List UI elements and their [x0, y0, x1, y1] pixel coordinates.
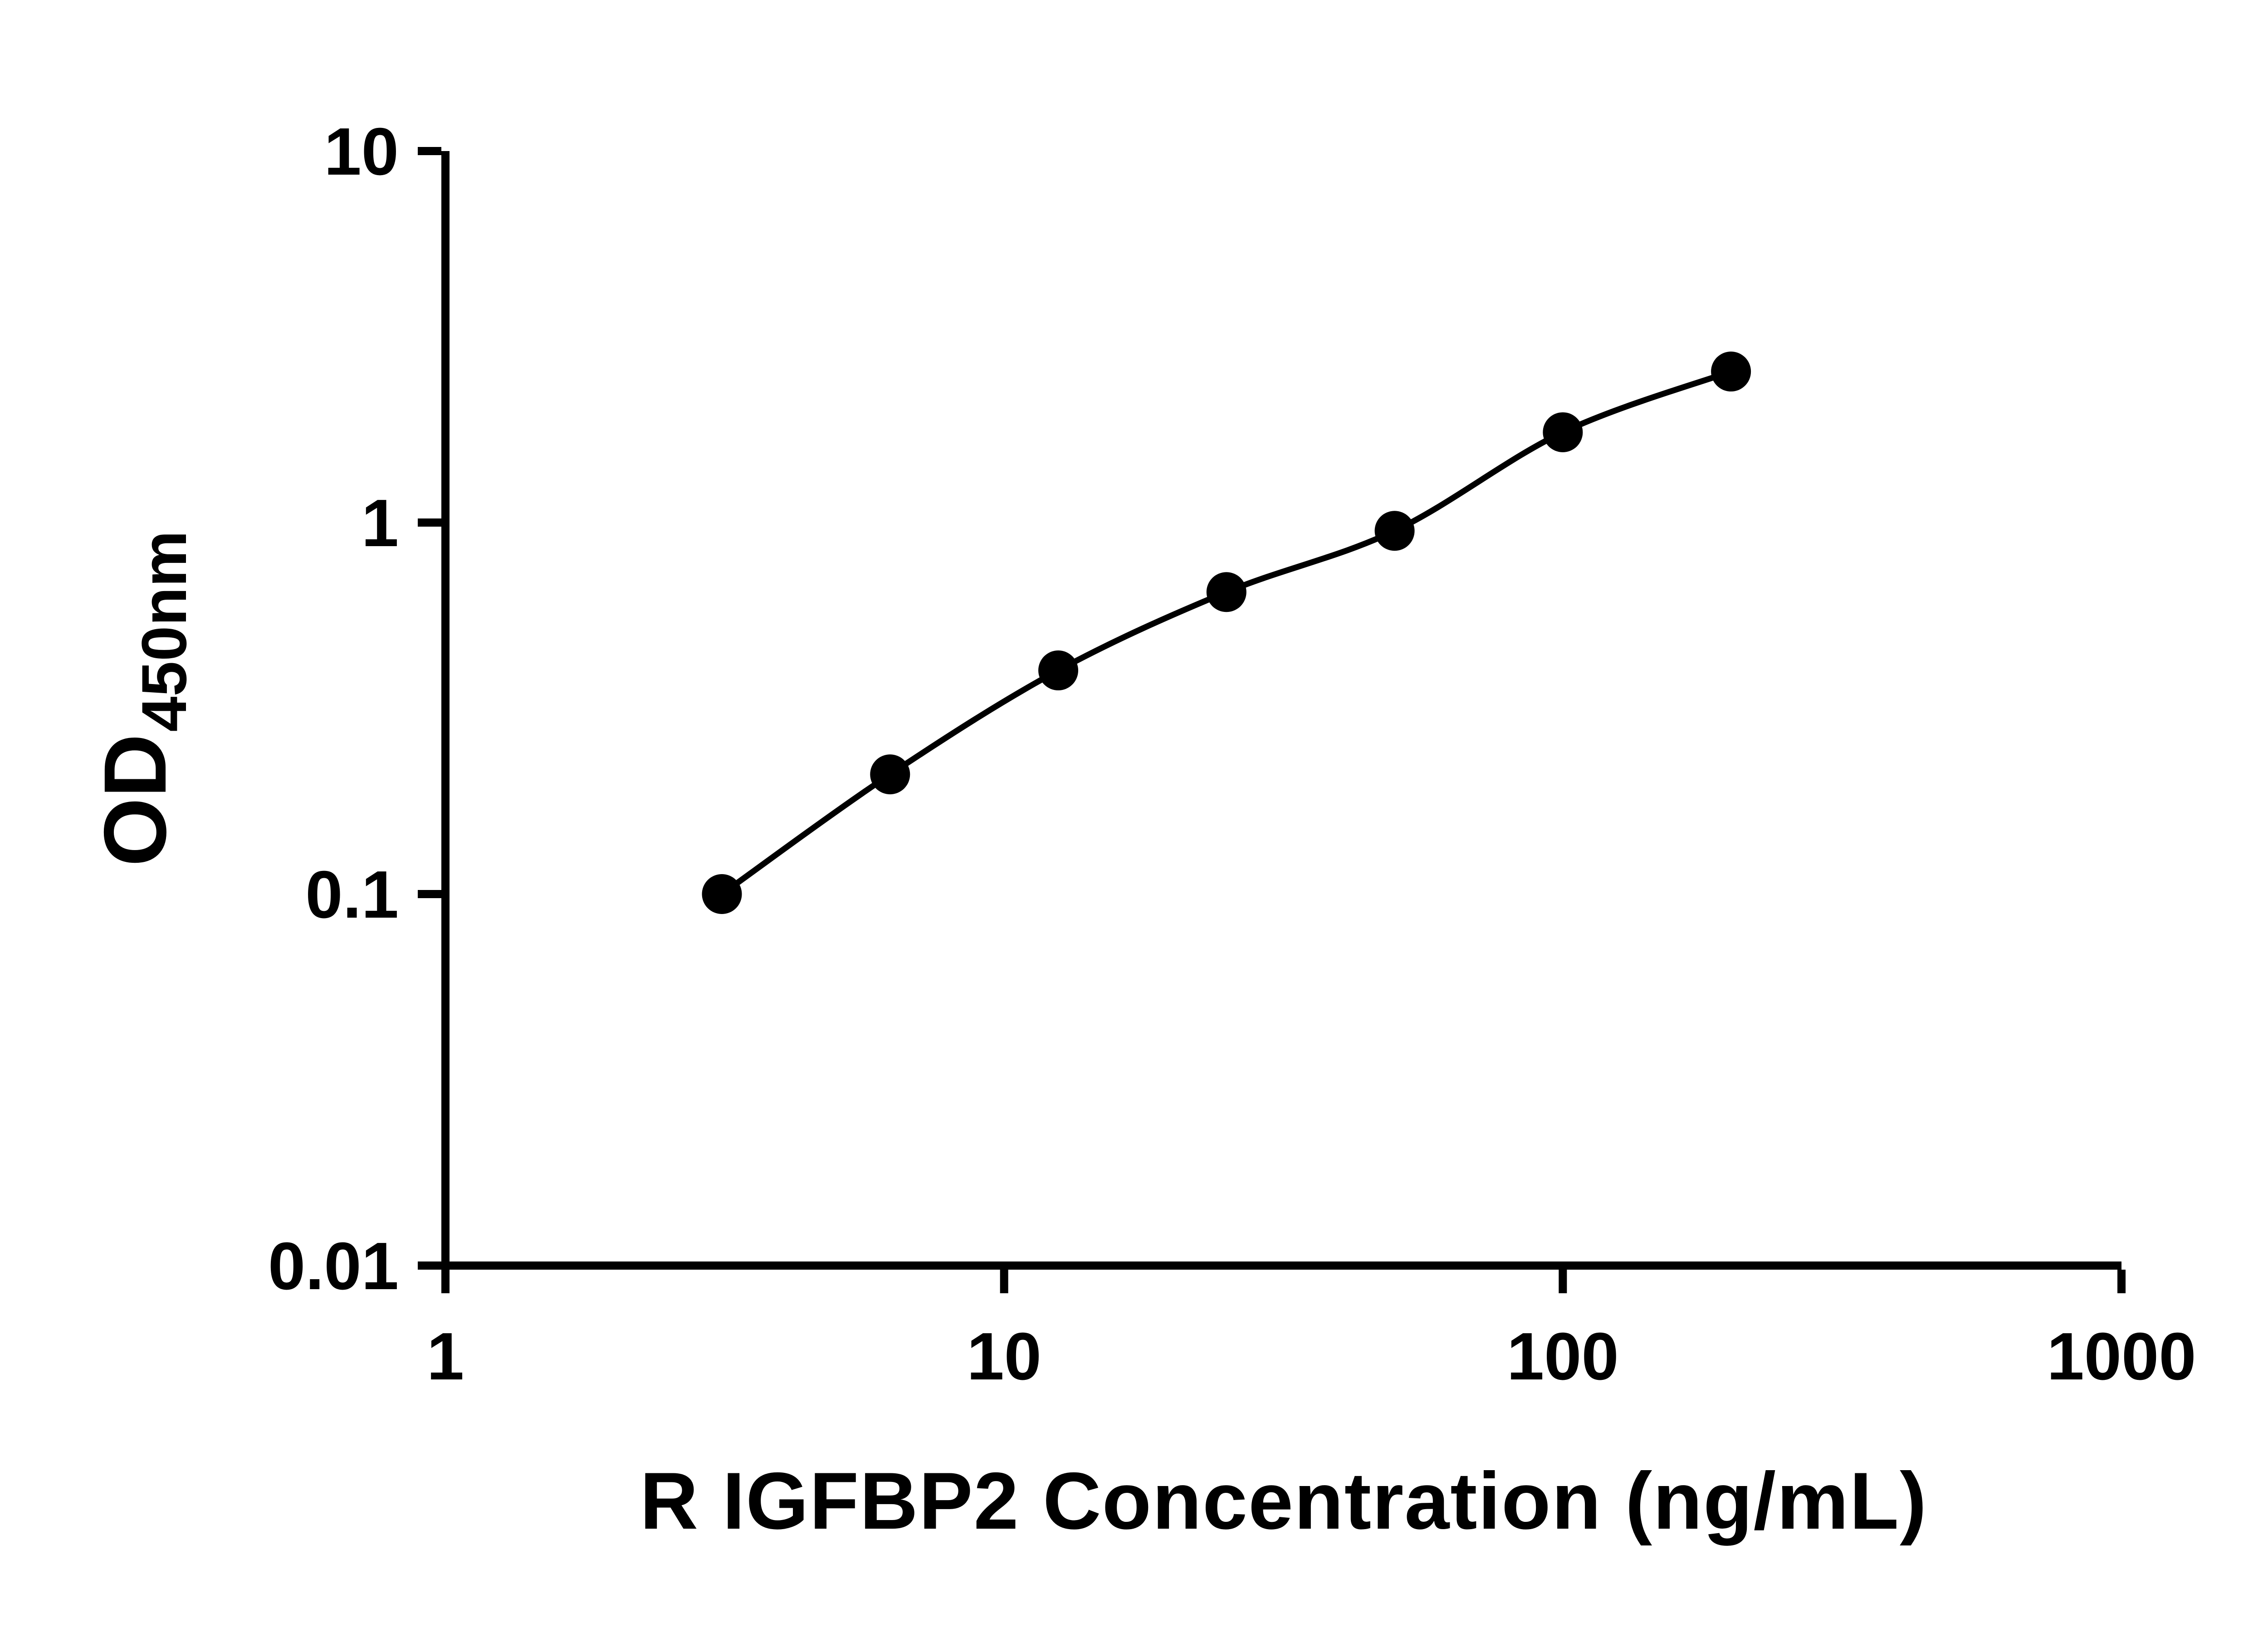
data-point [1711, 352, 1751, 392]
y-axis-label: OD 450nm [86, 531, 200, 867]
data-point [870, 754, 910, 795]
data-point [1543, 412, 1583, 452]
x-tick-label: 1000 [2047, 1319, 2196, 1394]
y-tick-label: 0.01 [268, 1229, 399, 1304]
y-axis-label-text: OD 450nm [86, 531, 200, 867]
y-tick-label: 1 [362, 486, 399, 561]
x-axis-label: R IGFBP2 Concentration (ng/mL) [640, 1456, 1928, 1546]
y-axis-label-subscript: 450nm [128, 531, 200, 732]
y-tick-label: 0.1 [305, 857, 399, 932]
data-point [702, 874, 742, 914]
x-tick-label: 1 [427, 1319, 464, 1394]
standard-curve-line [720, 368, 1732, 897]
plot-area: 1 10 100 1000 0.01 0.1 1 10 [268, 114, 2196, 1394]
x-tick-label: 100 [1507, 1319, 1619, 1394]
axes [441, 151, 2121, 1270]
data-point [1374, 511, 1415, 551]
y-tick-label: 10 [324, 114, 399, 189]
x-tick-label: 10 [967, 1319, 1041, 1394]
y-axis-label-main: OD [86, 734, 185, 867]
data-point [1038, 650, 1079, 690]
data-point [1206, 572, 1246, 612]
